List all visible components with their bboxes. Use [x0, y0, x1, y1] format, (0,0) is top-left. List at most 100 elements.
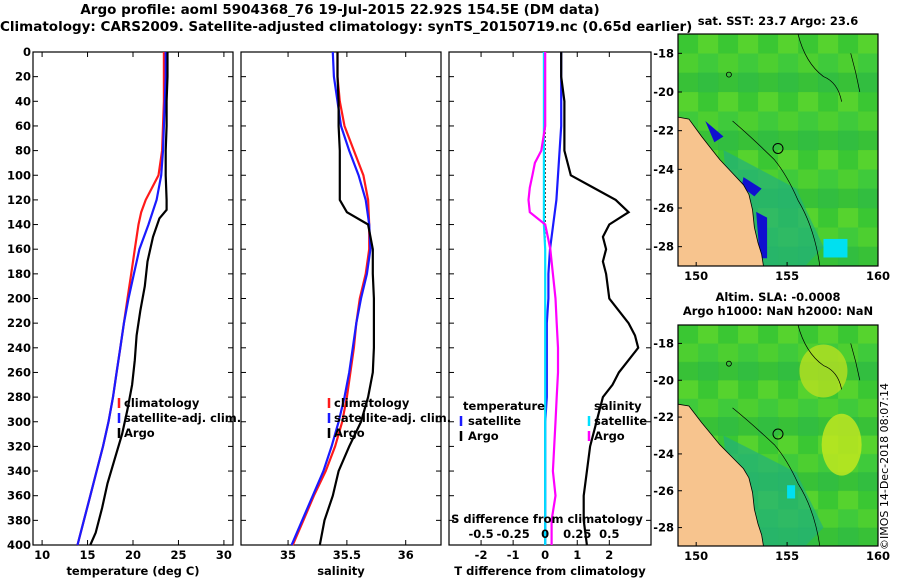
sla-map-contour	[732, 407, 821, 547]
sst-map-cell	[738, 34, 759, 54]
depth-tick-label: 60	[15, 119, 31, 133]
sla-map-cell	[778, 435, 799, 455]
sst-map-cell	[838, 169, 859, 190]
diff-legend-temp-entry: satellite	[468, 414, 521, 428]
depth-tick-label: 260	[7, 365, 31, 379]
sla-map-cyan-patch	[787, 485, 796, 499]
sla-map-cell	[858, 490, 879, 510]
sst-map-cell	[858, 92, 879, 112]
sla-map-xtick-label: 155	[775, 549, 799, 563]
salinity-xlabel: salinity	[317, 564, 365, 578]
sst-map-cell	[738, 92, 759, 112]
sla-map-xtick-label: 160	[866, 549, 890, 563]
sla-map-cell	[758, 380, 779, 400]
sla-map-cell	[678, 343, 699, 363]
sst-map-cell	[838, 208, 859, 228]
sst-map-cell	[738, 53, 759, 74]
sst-map-ytick-label: -26	[653, 201, 674, 215]
sla-map-cell	[738, 417, 759, 436]
sst-map-deep-patch	[756, 211, 768, 259]
sst-map-title: sat. SST: 23.7 Argo: 23.6	[697, 14, 859, 28]
sla-map-cell	[858, 380, 879, 400]
sla-map-cell	[678, 361, 699, 381]
sst-map-cell	[698, 34, 719, 54]
sla-map-cell	[758, 361, 779, 381]
temperature-xtick-label: 15	[80, 548, 96, 562]
sst-map-cell	[838, 150, 859, 170]
sla-map-cell	[798, 417, 819, 436]
depth-tick-label: 0	[23, 45, 31, 59]
sla-map-cell	[758, 417, 779, 436]
sst-map-cell	[778, 111, 799, 132]
sst-map-cell	[758, 150, 779, 170]
sst-map-cell	[678, 72, 699, 93]
sst-map-cell	[798, 169, 819, 190]
sst-map-cell	[778, 72, 799, 93]
temperature-xlabel: temperature (deg C)	[66, 564, 199, 578]
sst-map-frame	[677, 33, 879, 267]
temperature-xtick-label: 30	[216, 548, 232, 562]
difference-xlabel: T difference from climatology	[454, 564, 646, 578]
sst-map-cell	[838, 92, 859, 112]
sla-map-land	[677, 403, 764, 547]
sst-map-cell	[858, 208, 879, 228]
sst-map-cell	[718, 72, 739, 93]
sla-map-cell	[818, 398, 839, 418]
sla-map-cell	[718, 398, 739, 418]
sla-map-cell	[818, 509, 839, 529]
sst-map-cell	[818, 130, 839, 151]
sla-map-cell	[778, 361, 799, 381]
sla-map-cell	[778, 398, 799, 418]
sst-map-cell	[738, 111, 759, 132]
sst-map-cell	[798, 72, 819, 93]
sst-map-cell	[858, 111, 879, 132]
sst-map-contour	[732, 120, 821, 267]
sst-map-cell	[738, 130, 759, 151]
depth-tick-label: 140	[7, 218, 31, 232]
sla-map-cell	[738, 398, 759, 418]
salinity-series-argo	[318, 52, 375, 546]
sla-map-cell	[818, 472, 839, 492]
sla-map-contour	[797, 324, 842, 390]
sla-map-cell	[818, 490, 839, 510]
sst-map-cell	[838, 72, 859, 93]
diff-series-s-argo	[527, 52, 560, 545]
sla-map-cell	[798, 435, 819, 455]
sla-map-warm-patch	[799, 344, 848, 398]
sst-map-cell	[818, 72, 839, 93]
sst-map-islet	[726, 71, 732, 78]
sla-map-cell	[838, 472, 859, 492]
sla-map-ytick-label: -28	[653, 521, 674, 535]
sla-map-cell	[858, 435, 879, 455]
sla-map-cell	[858, 472, 879, 492]
temperature-series-argo	[89, 52, 169, 546]
title-line-1: Argo profile: aoml 5904368_76 19-Jul-201…	[80, 2, 600, 18]
sla-map-xtick-label: 150	[684, 549, 708, 563]
sst-map-cell	[818, 169, 839, 190]
sst-map-land	[677, 116, 764, 267]
sst-map-cell	[718, 34, 739, 54]
sst-map-cell	[818, 53, 839, 74]
sst-map-ytick-label: -22	[653, 124, 674, 138]
sla-map-cell	[858, 398, 879, 418]
sst-map-cell	[778, 92, 799, 112]
sla-map-cell	[838, 527, 859, 547]
sla-map-contour	[850, 343, 861, 381]
sla-map-ytick-label: -22	[653, 410, 674, 424]
sla-map-cell	[758, 325, 779, 344]
sst-map-cell	[718, 92, 739, 112]
sla-map-cell	[838, 509, 859, 529]
sla-map-cell	[818, 527, 839, 547]
sla-map-cell	[718, 380, 739, 400]
depth-tick-label: 340	[7, 464, 31, 478]
salinity-series-climatology	[291, 52, 371, 546]
diff-legend-temp-entry: Argo	[468, 429, 499, 443]
difference-xtick-label: -1	[507, 548, 520, 562]
sst-map-cell	[858, 227, 879, 248]
sst-map-xtick-label: 155	[775, 269, 799, 283]
sla-map-cell	[778, 325, 799, 344]
sla-map-cell	[738, 380, 759, 400]
sst-map-cell	[778, 150, 799, 170]
sst-map-cell	[758, 111, 779, 132]
